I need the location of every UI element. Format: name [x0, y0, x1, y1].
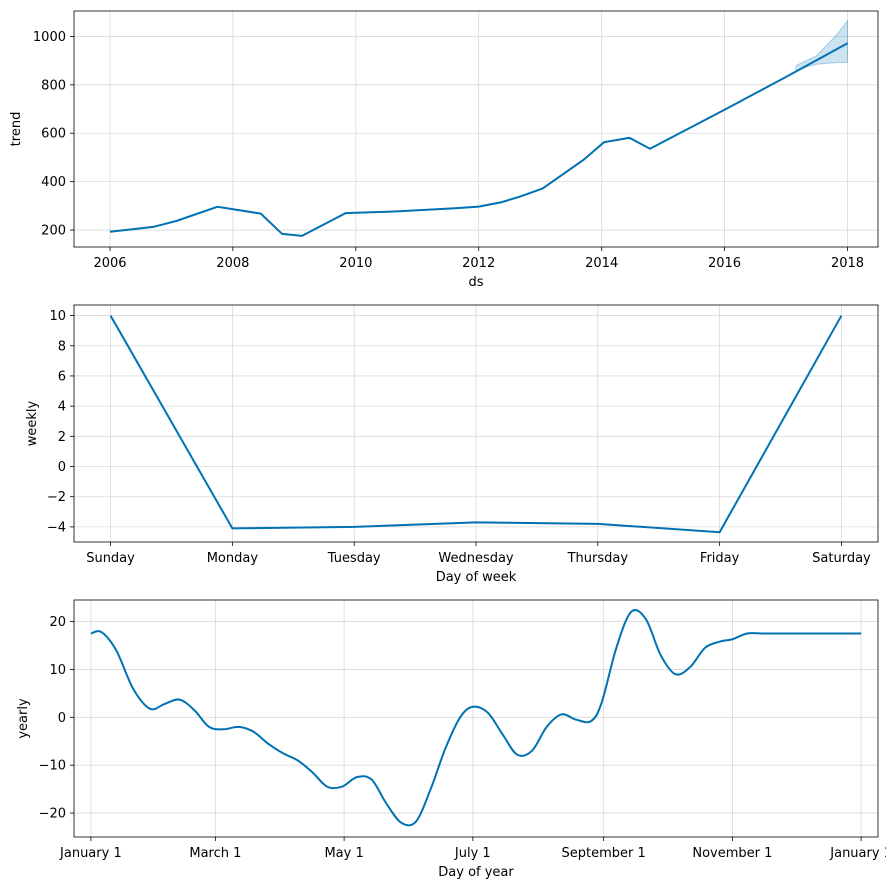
x-tick-label: January 1 — [59, 846, 122, 861]
x-tick-label: Sunday — [86, 551, 135, 566]
x-tick-label: 2016 — [708, 256, 741, 271]
chart-panel-2: Sunday Monday Tuesday Wednesday Thursday Frid… — [25, 304, 879, 585]
x-tick-label: July 1 — [454, 846, 491, 861]
x-tick-label: 2006 — [93, 256, 126, 271]
x-axis-label: ds — [468, 275, 483, 290]
y-tick-label: 400 — [41, 175, 66, 190]
y-tick-label: −2 — [47, 490, 66, 505]
x-tick-label: 2014 — [585, 256, 618, 271]
y-tick-label: 20 — [49, 615, 66, 630]
weekly-line — [109, 315, 843, 534]
y-tick-label: 2 — [58, 430, 66, 445]
y-tick-label: 4 — [58, 400, 66, 415]
y-tick-label: 8 — [58, 339, 66, 354]
x-tick-label: January 1 — [829, 846, 886, 861]
x-tick-label: Monday — [207, 551, 259, 566]
y-tick-label: 10 — [49, 663, 66, 678]
x-tick-label: Tuesday — [327, 551, 381, 566]
y-tick-label: 200 — [41, 224, 66, 239]
x-tick-label: September 1 — [562, 846, 646, 861]
chart-panel-3: January 1 March 1 May 1 July 1 September 1 No… — [16, 599, 886, 880]
x-tick-label: Saturday — [812, 551, 871, 566]
x-tick-label: Thursday — [567, 551, 629, 566]
x-tick-label: 2010 — [339, 256, 372, 271]
y-axis-label: weekly — [25, 400, 40, 446]
x-tick-label: November 1 — [692, 846, 772, 861]
y-tick-label: −10 — [39, 759, 66, 774]
axes-frame — [73, 599, 879, 838]
y-axis-label: yearly — [16, 698, 31, 739]
x-tick-label: Friday — [700, 551, 740, 566]
y-tick-label: −4 — [47, 520, 66, 535]
x-tick-label: 2008 — [216, 256, 249, 271]
y-tick-label: 10 — [49, 309, 66, 324]
uncertainty-band — [795, 19, 848, 71]
y-tick-label: 800 — [41, 78, 66, 93]
x-tick-label: Wednesday — [438, 551, 514, 566]
axes-frame — [73, 304, 879, 543]
trend-line — [109, 42, 849, 237]
y-tick-label: 600 — [41, 127, 66, 142]
y-axis-label: trend — [9, 112, 24, 147]
chart-panel-1: 2006 2008 2010 2012 2014 2016 2018 200 400 600 800… — [9, 10, 879, 290]
x-axis-label: Day of year — [438, 865, 514, 880]
x-axis-label: Day of week — [436, 570, 517, 585]
y-tick-label: 6 — [58, 369, 66, 384]
x-tick-label: May 1 — [324, 846, 363, 861]
axes-frame — [73, 10, 879, 248]
x-tick-label: 2018 — [831, 256, 864, 271]
y-tick-label: 0 — [58, 711, 66, 726]
x-tick-label: March 1 — [189, 846, 241, 861]
y-tick-label: −20 — [39, 807, 66, 822]
yearly-line — [90, 609, 862, 827]
y-tick-label: 1000 — [33, 30, 66, 45]
x-tick-label: 2012 — [462, 256, 495, 271]
y-tick-label: 0 — [58, 460, 66, 475]
